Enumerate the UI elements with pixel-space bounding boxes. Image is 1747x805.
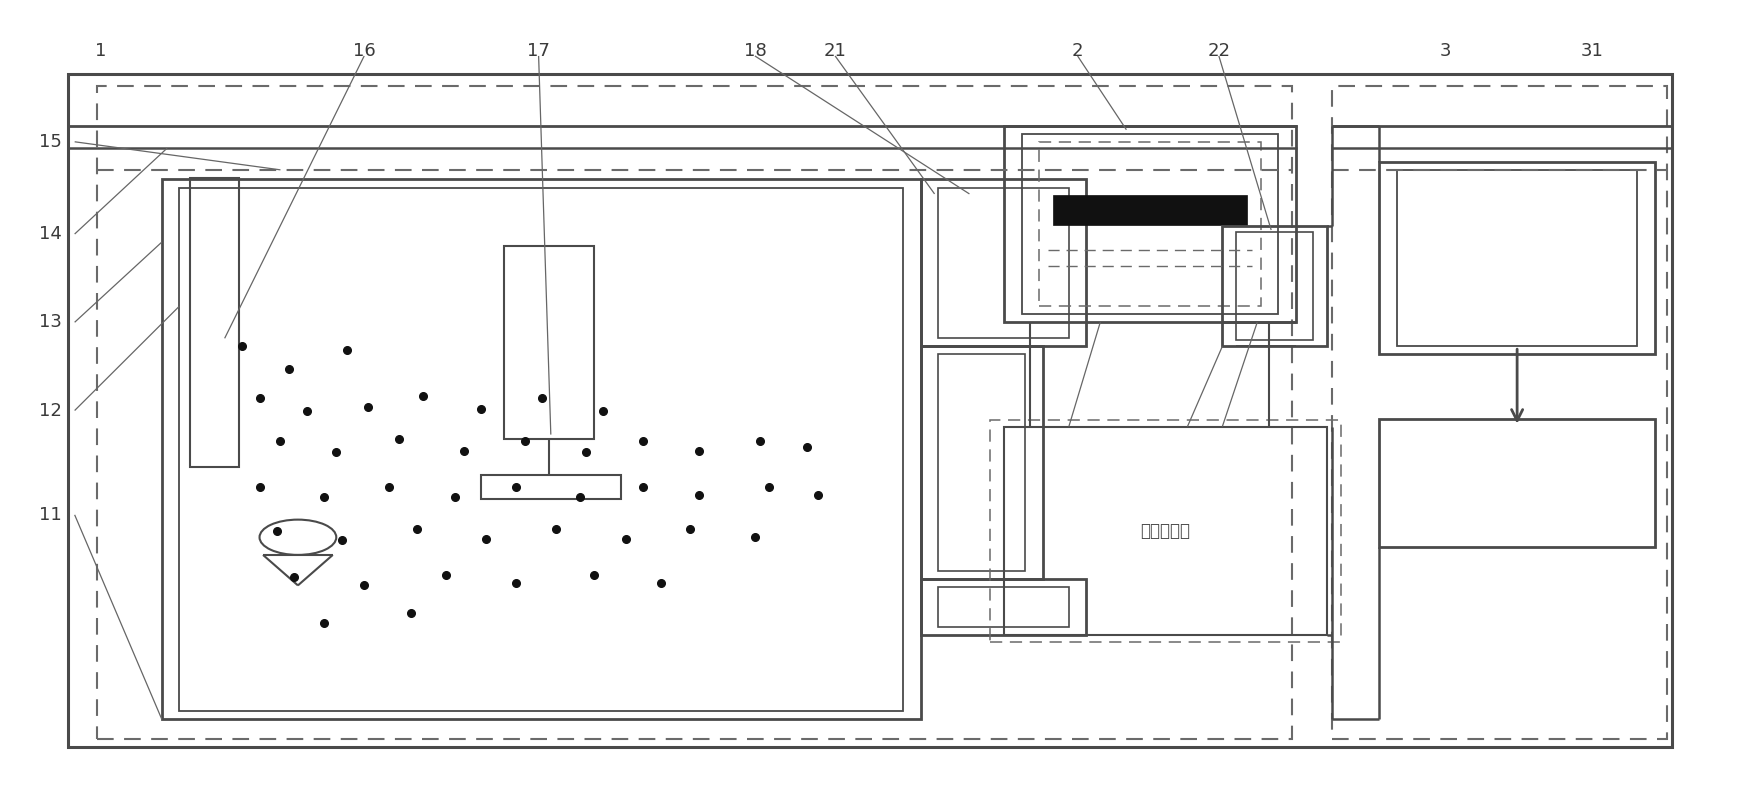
Text: 11: 11: [38, 506, 61, 524]
Text: 预处理电路: 预处理电路: [1141, 522, 1191, 540]
Bar: [180, 188, 903, 712]
Bar: [1039, 142, 1261, 306]
Text: 18: 18: [744, 42, 767, 60]
Bar: [938, 587, 1069, 627]
Bar: [991, 420, 1342, 642]
Bar: [921, 579, 1087, 635]
Text: 12: 12: [38, 402, 61, 419]
Text: 14: 14: [38, 225, 61, 243]
Bar: [1005, 126, 1296, 322]
Bar: [1380, 162, 1654, 354]
Text: 21: 21: [823, 42, 847, 60]
Text: 3: 3: [1440, 42, 1452, 60]
Bar: [1237, 233, 1314, 340]
Bar: [1022, 134, 1279, 314]
Bar: [1223, 226, 1328, 346]
Bar: [921, 346, 1043, 579]
Text: 15: 15: [38, 133, 61, 151]
Bar: [1005, 427, 1328, 635]
Bar: [938, 354, 1025, 571]
Bar: [1053, 195, 1247, 225]
Bar: [938, 188, 1069, 338]
Bar: [921, 180, 1087, 346]
Text: 16: 16: [353, 42, 376, 60]
Text: 17: 17: [528, 42, 550, 60]
Bar: [480, 475, 620, 499]
Text: 31: 31: [1581, 42, 1604, 60]
Text: 13: 13: [38, 313, 61, 332]
Bar: [162, 180, 921, 720]
Text: 22: 22: [1207, 42, 1230, 60]
Bar: [503, 246, 594, 439]
Bar: [1333, 85, 1667, 740]
Bar: [1398, 170, 1637, 346]
Text: 1: 1: [94, 42, 107, 60]
Bar: [1380, 419, 1654, 547]
Bar: [68, 73, 1672, 748]
Bar: [98, 85, 1293, 740]
Text: 2: 2: [1073, 42, 1083, 60]
Bar: [190, 178, 239, 467]
